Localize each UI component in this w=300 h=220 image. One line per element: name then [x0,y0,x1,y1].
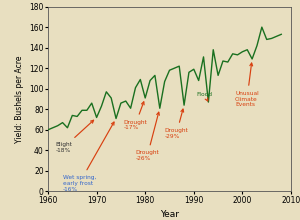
Y-axis label: Yield: Bushels per Acre: Yield: Bushels per Acre [15,55,24,143]
Text: Drought
-17%: Drought -17% [123,102,147,130]
Text: Wet spring,
early frost
-16%: Wet spring, early frost -16% [63,122,114,192]
Text: Flood: Flood [196,92,212,101]
Text: Unusual
Climate
Events: Unusual Climate Events [235,63,259,107]
X-axis label: Year: Year [160,210,179,219]
Text: Drought
-26%: Drought -26% [136,112,159,161]
Text: Drought
-29%: Drought -29% [165,109,188,139]
Text: Blight
-18%: Blight -18% [55,120,94,153]
